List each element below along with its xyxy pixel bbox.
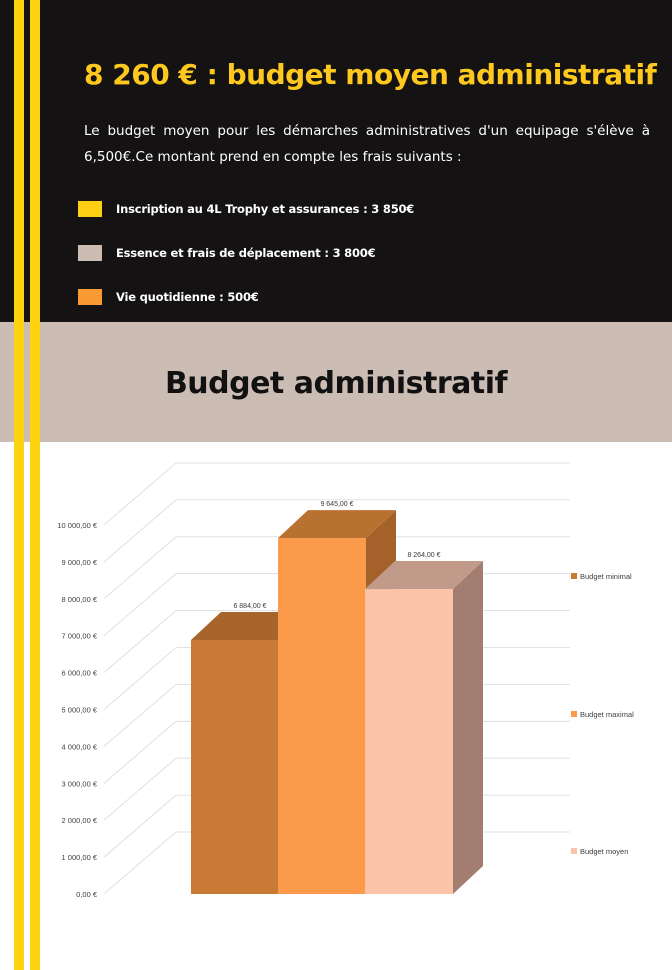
bar bbox=[191, 639, 279, 894]
expense-item: Essence et frais de déplacement : 3 800€ bbox=[78, 231, 638, 275]
data-label: 8 264,00 € bbox=[407, 552, 440, 559]
legend-label: Budget minimal bbox=[580, 572, 632, 581]
y-tick-label: 1 000,00 € bbox=[62, 853, 98, 862]
gridline-diagonal bbox=[103, 720, 177, 784]
data-label: 9 645,00 € bbox=[320, 501, 353, 508]
gridline-diagonal bbox=[103, 462, 177, 526]
bar-side bbox=[453, 561, 483, 894]
gridline-diagonal bbox=[103, 499, 177, 563]
chart-title: Budget administratif bbox=[164, 366, 508, 401]
legend-swatch bbox=[571, 573, 577, 579]
gridline-diagonal bbox=[103, 536, 177, 600]
y-tick-label: 8 000,00 € bbox=[62, 595, 98, 604]
gridline-diagonal bbox=[103, 757, 177, 821]
expense-swatch bbox=[78, 289, 102, 305]
legend-swatch bbox=[571, 711, 577, 717]
y-tick-label: 3 000,00 € bbox=[62, 779, 98, 788]
gridline-diagonal bbox=[103, 831, 177, 895]
legend-swatch bbox=[571, 848, 577, 854]
y-tick-label: 0,00 € bbox=[76, 890, 98, 899]
y-tick-label: 2 000,00 € bbox=[62, 816, 98, 825]
bar bbox=[365, 589, 453, 894]
bar bbox=[278, 538, 366, 894]
y-tick-label: 9 000,00 € bbox=[62, 558, 98, 567]
y-tick-label: 6 000,00 € bbox=[62, 669, 98, 678]
data-label: 6 884,00 € bbox=[233, 603, 266, 610]
y-tick-label: 4 000,00 € bbox=[62, 742, 98, 751]
expense-label: Essence et frais de déplacement : 3 800€ bbox=[116, 246, 376, 260]
bar-top bbox=[365, 561, 483, 590]
gridline-diagonal bbox=[103, 647, 177, 710]
legend-label: Budget maximal bbox=[580, 710, 634, 719]
title-band bbox=[0, 322, 672, 442]
gridline-diagonal bbox=[103, 610, 177, 673]
gridline-diagonal bbox=[103, 794, 177, 858]
page-title: 8 260 € : budget moyen administratif bbox=[84, 58, 657, 91]
legend-label: Budget moyen bbox=[580, 847, 628, 856]
decorative-stripe bbox=[14, 0, 24, 970]
budget-bar-chart: 0,00 € 1 000,00 € 2 000,00 € 3 000,00 € 4 00… bbox=[57, 462, 634, 899]
y-tick-label: 7 000,00 € bbox=[62, 632, 98, 641]
y-tick-label: 5 000,00 € bbox=[62, 706, 98, 715]
expense-swatch bbox=[78, 245, 102, 261]
gridline-diagonal bbox=[103, 573, 177, 637]
bar-top bbox=[278, 510, 396, 539]
expense-label: Vie quotidienne : 500€ bbox=[116, 290, 259, 304]
header-section bbox=[0, 0, 672, 322]
intro-paragraph: Le budget moyen pour les démarches admin… bbox=[84, 123, 650, 165]
decorative-stripe bbox=[30, 0, 40, 970]
expense-item: Inscription au 4L Trophy et assurances :… bbox=[78, 187, 638, 231]
expense-label: Inscription au 4L Trophy et assurances :… bbox=[116, 202, 415, 216]
expense-swatch bbox=[78, 201, 102, 217]
gridline-diagonal bbox=[103, 684, 177, 747]
expense-list: Inscription au 4L Trophy et assurances :… bbox=[78, 187, 638, 319]
expense-item: Vie quotidienne : 500€ bbox=[78, 275, 638, 319]
y-tick-label: 10 000,00 € bbox=[57, 521, 97, 530]
